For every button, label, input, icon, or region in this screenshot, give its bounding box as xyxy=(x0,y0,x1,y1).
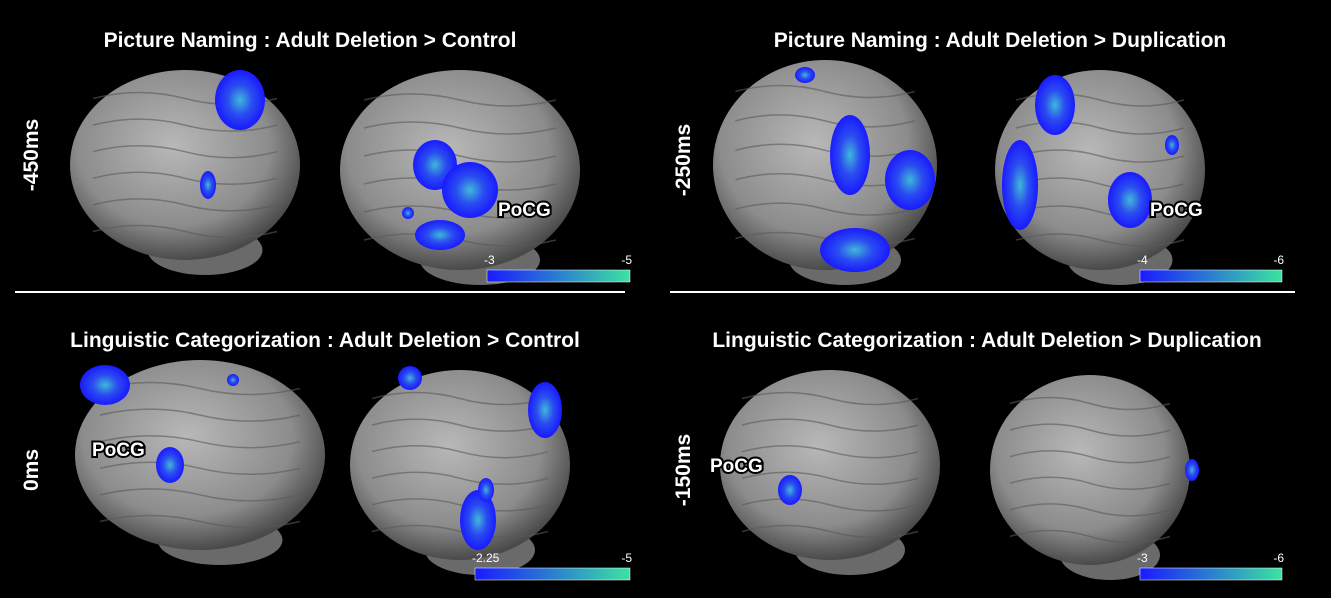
gyrus xyxy=(741,391,919,406)
colorbar: -3 -6 xyxy=(1137,551,1284,581)
colorbar-bar xyxy=(1139,567,1283,581)
gyrus xyxy=(371,471,549,486)
colorbar-bar xyxy=(486,269,631,283)
colorbar-max: -6 xyxy=(1273,551,1284,565)
panel-title: Picture Naming : Adult Deletion > Contro… xyxy=(104,29,517,52)
activation xyxy=(528,382,562,438)
colorbar-max: -6 xyxy=(1273,253,1284,267)
gyrus xyxy=(741,418,919,432)
gyrus xyxy=(363,149,557,163)
gyrus xyxy=(371,444,549,459)
gyrus xyxy=(735,114,915,128)
activation xyxy=(442,162,498,218)
activation xyxy=(215,70,265,130)
activation xyxy=(778,475,802,505)
colorbar-bar xyxy=(474,567,631,581)
time-label: 0ms xyxy=(20,449,43,491)
activation xyxy=(398,366,422,390)
activation xyxy=(1002,140,1038,230)
region-label: PoCG xyxy=(498,200,551,221)
gyrus xyxy=(92,198,278,212)
region-label: PoCG xyxy=(710,456,763,477)
gyrus xyxy=(99,514,301,529)
gyrus xyxy=(363,121,557,135)
activation xyxy=(200,171,216,199)
gyrus xyxy=(1015,177,1185,191)
gyrus xyxy=(1009,449,1171,464)
activation xyxy=(830,115,870,195)
activation xyxy=(156,447,184,483)
gyrus xyxy=(363,93,557,107)
colorbar-min: -3 xyxy=(484,253,495,267)
gyrus xyxy=(92,144,278,159)
gyrus xyxy=(371,418,549,432)
region-label: PoCG xyxy=(92,440,145,461)
colorbar-bar xyxy=(1139,269,1283,283)
panel-title: Linguistic Categorization : Adult Deleti… xyxy=(70,329,580,352)
gyrus xyxy=(99,488,301,502)
colorbar-min: -3 xyxy=(1137,551,1148,565)
colorbar: -3 -5 xyxy=(484,253,632,283)
panel-title: Linguistic Categorization : Adult Deleti… xyxy=(712,329,1261,352)
activation xyxy=(820,228,890,272)
gyrus xyxy=(1009,503,1171,517)
activation xyxy=(402,207,414,219)
gyrus xyxy=(92,224,278,239)
panel-title: Picture Naming : Adult Deletion > Duplic… xyxy=(774,29,1227,52)
gyrus xyxy=(741,471,919,486)
activation xyxy=(1165,135,1179,155)
gyrus xyxy=(1015,149,1185,163)
colorbar: -2.25 -5 xyxy=(472,551,632,581)
gyrus xyxy=(1009,476,1171,491)
time-label: -150ms xyxy=(672,434,695,506)
brain xyxy=(713,60,937,270)
gyrus xyxy=(1015,233,1185,247)
time-label: -450ms xyxy=(20,119,43,191)
activation xyxy=(1035,75,1075,135)
gyrus xyxy=(99,461,301,476)
time-label: -250ms xyxy=(672,124,695,196)
gyrus xyxy=(371,391,549,406)
gyrus xyxy=(735,84,915,99)
brain xyxy=(75,360,325,550)
gyrus xyxy=(741,498,919,512)
gyrus xyxy=(371,498,549,512)
gyrus xyxy=(741,444,919,459)
colorbar-max: -5 xyxy=(621,253,632,267)
activation xyxy=(460,490,496,550)
activation xyxy=(1185,459,1199,481)
gyrus xyxy=(1009,529,1171,544)
brain xyxy=(720,370,940,560)
colorbar-max: -5 xyxy=(621,551,632,565)
region-label: PoCG xyxy=(1150,200,1203,221)
gyrus xyxy=(1009,396,1171,411)
brain xyxy=(350,370,570,560)
activation xyxy=(478,478,494,502)
activation xyxy=(885,150,935,210)
gyrus xyxy=(741,524,919,539)
colorbar-min: -4 xyxy=(1137,253,1148,267)
colorbar: -4 -6 xyxy=(1137,253,1284,283)
activation xyxy=(227,374,239,386)
activation xyxy=(80,365,130,405)
gyrus xyxy=(1009,423,1171,437)
gyrus xyxy=(1015,205,1185,219)
activation xyxy=(415,220,465,250)
gyrus xyxy=(92,171,278,186)
gyrus xyxy=(735,202,915,216)
activation xyxy=(795,67,815,83)
colorbar-min: -2.25 xyxy=(472,551,500,565)
activation xyxy=(1108,172,1152,228)
gyrus xyxy=(99,434,301,449)
gyrus xyxy=(735,143,915,158)
gyrus xyxy=(99,381,301,396)
gyrus xyxy=(92,118,278,132)
gyrus xyxy=(371,524,549,539)
gyrus xyxy=(99,408,301,422)
brain xyxy=(990,375,1190,565)
